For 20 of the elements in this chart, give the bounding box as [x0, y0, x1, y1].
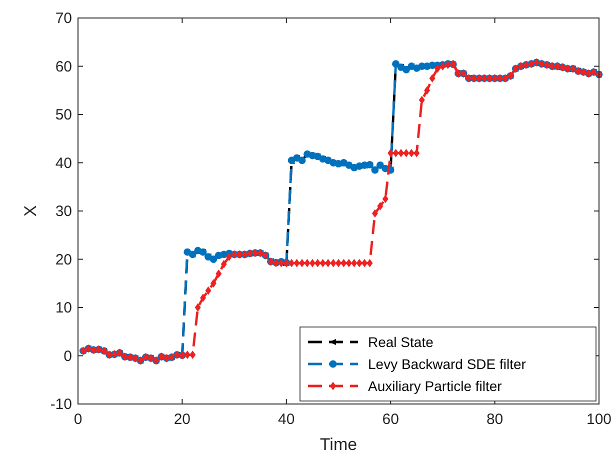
legend-label: Real State	[368, 334, 434, 350]
x-tick-label: 40	[278, 411, 295, 428]
y-tick-label: 30	[55, 203, 72, 220]
x-tick-label: 20	[174, 411, 191, 428]
y-tick-label: 40	[55, 154, 72, 172]
y-tick-label: 10	[55, 300, 72, 316]
x-tick-label: 100	[586, 411, 612, 428]
legend-label: Auxiliary Particle filter	[368, 378, 502, 394]
x-tick-label: 80	[486, 411, 504, 428]
y-tick-label: 60	[55, 58, 72, 76]
y-tick-label: 20	[55, 251, 72, 268]
x-tick-label: 60	[382, 411, 399, 428]
y-tick-label: 0	[64, 348, 72, 365]
y-tick-label: -10	[50, 396, 72, 413]
x-tick-label: 0	[74, 411, 82, 428]
x-axis-title: Time	[320, 435, 358, 454]
legend-label: Levy Backward SDE filter	[368, 356, 526, 372]
y-tick-label: 50	[55, 106, 72, 124]
y-axis-title: X	[21, 205, 40, 217]
y-tick-label: 70	[55, 10, 72, 27]
